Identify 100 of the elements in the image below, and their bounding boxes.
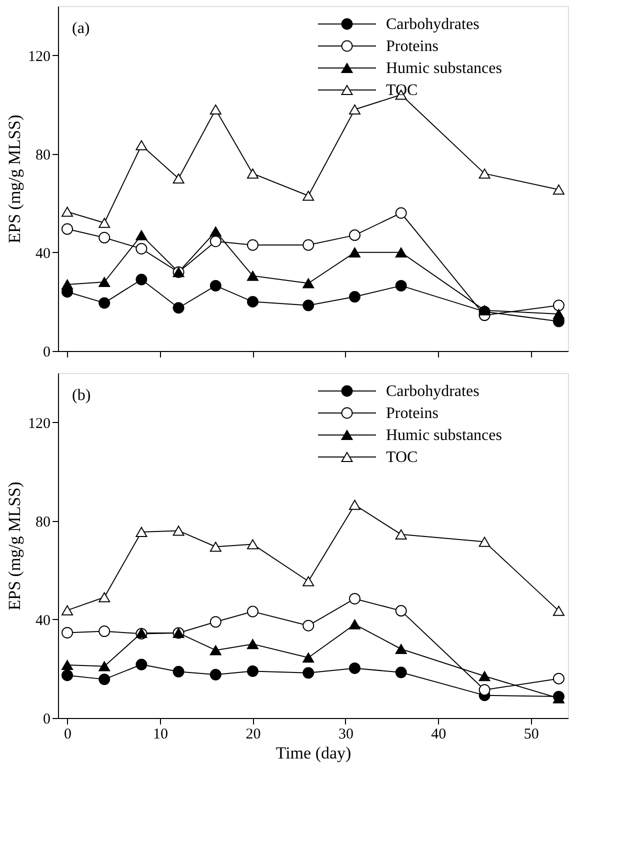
legend-label: TOC <box>386 82 418 99</box>
point <box>348 592 360 604</box>
point <box>172 302 184 314</box>
point <box>136 274 148 286</box>
x-tick-label: 50 <box>524 726 539 742</box>
point <box>395 644 407 654</box>
annotation: (a) <box>72 20 90 37</box>
point <box>136 526 148 537</box>
point <box>98 661 110 672</box>
point <box>478 671 490 682</box>
point <box>210 645 222 656</box>
point <box>62 660 74 670</box>
y-tick-label: 120 <box>28 48 50 65</box>
point <box>62 670 74 682</box>
point <box>348 104 360 115</box>
point <box>246 168 258 179</box>
point <box>552 184 564 195</box>
y-axis-title: EPS (mg/g MLSS) <box>5 114 24 244</box>
point <box>98 218 110 228</box>
x-tick-label: 10 <box>153 726 168 742</box>
y-tick-label: 120 <box>28 416 50 432</box>
point <box>98 626 110 637</box>
point <box>348 500 360 510</box>
point <box>552 672 564 684</box>
point <box>348 229 360 241</box>
point <box>302 576 314 586</box>
legend-label: Proteins <box>386 38 438 55</box>
y-axis-title: EPS (mg/g MLSS) <box>5 482 24 610</box>
point <box>302 300 314 312</box>
point <box>172 526 184 536</box>
point <box>210 226 222 237</box>
x-tick-label: 40 <box>431 726 446 742</box>
point <box>246 665 258 677</box>
point <box>348 662 360 674</box>
point <box>98 297 110 309</box>
point <box>210 616 222 628</box>
point <box>62 206 74 217</box>
point <box>210 542 222 552</box>
point <box>246 239 258 251</box>
point <box>246 539 258 550</box>
point <box>478 684 490 696</box>
point <box>62 627 74 638</box>
point <box>246 606 258 618</box>
point <box>210 236 222 248</box>
point <box>395 280 407 292</box>
point <box>552 308 564 320</box>
point <box>172 666 184 678</box>
point <box>98 276 110 288</box>
point <box>62 279 74 290</box>
point <box>246 296 258 308</box>
point <box>136 243 148 254</box>
point <box>395 247 407 258</box>
point <box>98 674 110 686</box>
point <box>62 223 74 235</box>
x-axis-title: Time (day) <box>276 744 352 762</box>
x-tick-label: 20 <box>246 726 261 742</box>
point <box>395 666 407 678</box>
point <box>348 619 360 630</box>
legend-label: TOC <box>386 449 418 466</box>
legend-label: Humic substances <box>386 427 502 444</box>
y-tick-label: 0 <box>43 712 50 728</box>
point <box>395 605 407 617</box>
point <box>552 300 564 312</box>
y-tick-label: 80 <box>36 147 50 164</box>
point <box>302 652 314 663</box>
legend-label: Carbohydrates <box>386 16 480 33</box>
point <box>478 168 490 179</box>
annotation: (b) <box>72 387 91 404</box>
point <box>172 173 184 184</box>
point <box>302 239 314 251</box>
point <box>552 606 564 616</box>
point <box>62 605 74 616</box>
point <box>348 291 360 303</box>
y-tick-label: 80 <box>36 514 50 530</box>
x-tick-label: 0 <box>64 726 72 742</box>
point <box>395 529 407 540</box>
y-tick-label: 40 <box>36 612 50 629</box>
y-tick-label: 40 <box>36 246 50 262</box>
point <box>246 639 258 650</box>
point <box>98 232 110 244</box>
point <box>246 270 258 281</box>
point <box>348 247 360 258</box>
point <box>210 668 222 680</box>
x-tick-label: 30 <box>338 726 354 742</box>
point <box>302 278 314 288</box>
y-tick-label: 0 <box>43 344 50 360</box>
legend-label: Carbohydrates <box>386 383 480 400</box>
legend-label: Humic substances <box>386 60 502 77</box>
point <box>302 620 314 632</box>
point <box>98 592 110 602</box>
point <box>302 667 314 679</box>
legend-label: Proteins <box>386 405 438 422</box>
point <box>395 207 407 219</box>
point <box>210 104 222 115</box>
point <box>136 658 148 670</box>
point <box>136 140 148 150</box>
point <box>136 230 148 240</box>
point <box>302 190 314 201</box>
point <box>210 280 222 292</box>
point <box>478 536 490 547</box>
